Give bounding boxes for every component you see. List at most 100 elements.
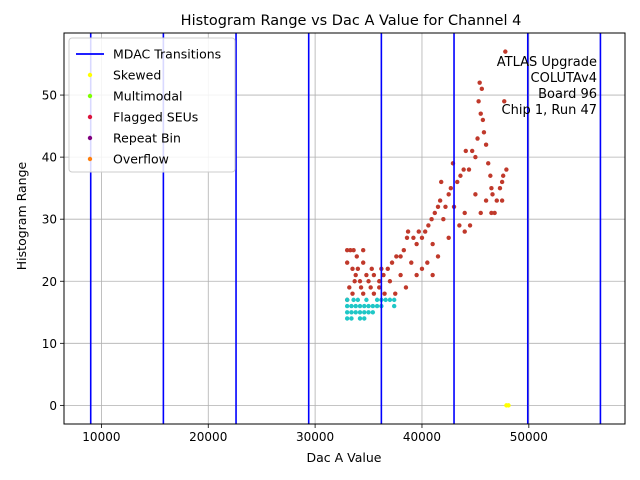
data-point <box>364 272 369 278</box>
data-point <box>370 303 376 309</box>
data-point <box>483 142 489 147</box>
data-point <box>443 204 448 209</box>
data-point <box>349 303 354 309</box>
data-point <box>489 210 494 216</box>
data-point <box>361 260 366 265</box>
data-point <box>506 403 511 408</box>
data-point <box>351 297 356 303</box>
grid <box>64 33 625 424</box>
data-points <box>344 49 511 408</box>
data-point <box>446 192 451 197</box>
data-point <box>414 272 419 278</box>
data-point <box>362 310 367 315</box>
legend: MDAC Transitions Skewed Multimodal Flagged … <box>68 37 236 173</box>
data-point <box>368 285 373 290</box>
legend-point-swatch <box>87 93 93 99</box>
data-point <box>401 248 407 253</box>
data-point <box>351 248 356 253</box>
data-point <box>492 210 497 216</box>
data-point <box>490 192 495 197</box>
data-point <box>411 235 416 241</box>
data-point <box>429 216 434 222</box>
data-point <box>478 111 483 116</box>
data-point <box>391 303 397 309</box>
data-point <box>353 310 358 315</box>
data-point <box>387 279 393 284</box>
data-point <box>404 235 410 241</box>
data-point <box>366 310 371 315</box>
x-axis-label: Dac A Value <box>307 450 382 465</box>
legend-label: Flagged SEUs <box>113 110 198 125</box>
y-tick-label: 10 <box>42 337 57 351</box>
data-point <box>497 185 503 191</box>
data-point <box>414 241 419 247</box>
data-point <box>430 241 435 247</box>
data-point <box>374 297 380 303</box>
x-tick-label: 30000 <box>296 430 334 444</box>
data-point <box>350 266 355 272</box>
data-point <box>458 173 463 178</box>
x-tick-label: 20000 <box>189 430 227 444</box>
data-point <box>494 198 499 203</box>
data-point <box>479 86 485 92</box>
data-point <box>437 198 443 203</box>
data-point <box>503 49 508 54</box>
legend-point-swatch <box>87 156 93 162</box>
data-point <box>435 254 441 259</box>
data-point <box>385 266 390 272</box>
y-axis-ticks: 0 10 20 30 40 50 <box>42 89 64 413</box>
annotation-line: Chip 1, Run 47 <box>502 103 597 118</box>
y-tick-label: 0 <box>49 399 57 413</box>
data-point <box>476 99 481 104</box>
y-tick-label: 20 <box>42 275 57 289</box>
y-tick-label: 50 <box>42 89 57 103</box>
data-point <box>353 303 358 309</box>
data-point <box>499 179 505 185</box>
data-point <box>353 272 358 278</box>
data-point <box>461 167 466 172</box>
data-point <box>477 80 482 85</box>
data-point <box>381 272 386 278</box>
data-point <box>441 216 446 222</box>
legend-label: MDAC Transitions <box>113 47 221 62</box>
data-point <box>502 99 507 104</box>
data-point <box>462 210 467 216</box>
legend-label: Repeat Bin <box>113 131 181 146</box>
data-point <box>366 279 371 284</box>
x-axis-ticks: 10000 20000 30000 40000 50000 <box>82 424 548 444</box>
data-point <box>344 297 350 303</box>
data-point <box>446 235 451 241</box>
data-point <box>382 291 387 296</box>
data-point <box>488 173 493 178</box>
data-point <box>371 291 377 296</box>
data-point <box>425 260 430 265</box>
data-point <box>419 235 425 241</box>
data-point <box>344 303 350 309</box>
data-point <box>344 316 350 321</box>
data-point <box>344 260 350 265</box>
data-point <box>398 272 403 278</box>
data-point <box>435 204 441 209</box>
data-point <box>466 167 472 172</box>
data-point <box>370 310 376 315</box>
data-point <box>357 310 363 315</box>
data-point <box>358 285 364 290</box>
data-point <box>504 167 509 172</box>
legend-point-swatch <box>87 72 93 78</box>
data-point <box>409 260 414 265</box>
y-tick-label: 30 <box>42 213 57 227</box>
x-tick-label: 40000 <box>403 430 441 444</box>
data-point <box>480 117 486 123</box>
data-point <box>344 248 350 253</box>
data-point <box>481 130 487 135</box>
data-point <box>455 179 460 185</box>
data-point <box>361 248 366 253</box>
data-point <box>483 198 489 203</box>
data-point <box>369 266 374 272</box>
data-point <box>457 223 462 228</box>
data-point <box>405 229 411 234</box>
data-point <box>422 229 428 234</box>
data-point <box>489 185 494 191</box>
data-point <box>387 297 393 303</box>
